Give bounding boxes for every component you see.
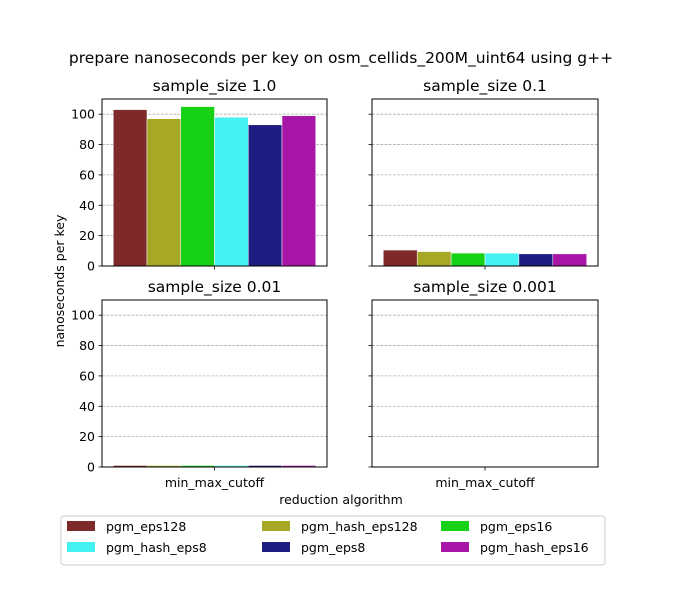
panel-3: 0 20 40 60 80 100 min_max_cutoff sample_size 0.… (71, 278, 328, 490)
chart-title: prepare nanoseconds per key on osm_celli… (69, 49, 613, 68)
bar-pgm_hash_eps16 (552, 253, 587, 267)
legend-label: pgm_eps8 (301, 540, 365, 555)
y-tick-label: 60 (79, 368, 95, 383)
x-axis-label: reduction algorithm (279, 492, 403, 507)
axes-frame (101, 299, 328, 468)
bar-pgm_eps16 (450, 252, 486, 267)
panel-title: sample_size 0.1 (423, 77, 547, 96)
bar-pgm_eps8 (518, 253, 554, 267)
bar-pgm_hash_eps128 (416, 251, 452, 267)
axes-frame (101, 98, 328, 267)
bar-pgm_hash_eps8 (484, 252, 520, 267)
legend-item-pgm_eps16: pgm_eps16 (441, 519, 552, 534)
bar-pgm_eps8 (248, 124, 283, 267)
panel-title: sample_size 0.001 (413, 278, 556, 297)
y-tick-label: 20 (79, 429, 95, 444)
bar-pgm_eps128 (383, 249, 418, 267)
bar-pgm_eps128 (113, 109, 148, 267)
y-tick-label: 60 (79, 167, 95, 182)
legend-label: pgm_hash_eps128 (301, 519, 418, 534)
legend-swatch (67, 521, 95, 531)
x-tick-label: min_max_cutoff (435, 475, 535, 490)
panel-title: sample_size 1.0 (153, 77, 277, 96)
panel-title: sample_size 0.01 (148, 278, 282, 297)
legend-label: pgm_eps128 (106, 519, 186, 534)
panel-1: 0 20 40 60 80 100 sample_size 1.0 (71, 77, 328, 274)
panel-4: min_max_cutoff sample_size 0.001 (368, 278, 599, 490)
y-axis-label: nanoseconds per key (52, 214, 67, 347)
bar-pgm_eps16 (180, 106, 215, 267)
legend-swatch (441, 542, 469, 552)
legend-swatch (262, 542, 290, 552)
bar-pgm_hash_eps128 (146, 118, 181, 267)
legend-swatch (67, 542, 95, 552)
legend-item-pgm_hash_eps16: pgm_hash_eps16 (441, 540, 589, 555)
legend-swatch (441, 521, 469, 531)
panels: 0 20 40 60 80 100 sample_size 1.0 sample_size 0… (71, 77, 599, 490)
axes-frame (371, 98, 599, 267)
legend-label: pgm_eps16 (480, 519, 552, 534)
legend-item-pgm_hash_eps128: pgm_hash_eps128 (262, 519, 418, 534)
legend-label: pgm_hash_eps8 (106, 540, 207, 555)
y-tick-label: 0 (87, 259, 95, 274)
bar-pgm_hash_eps8 (214, 116, 249, 267)
legend: pgm_eps128 pgm_hash_eps128 pgm_eps16 pgm_ha… (60, 515, 606, 566)
bar-pgm_hash_eps16 (281, 115, 316, 267)
legend-item-pgm_eps8: pgm_eps8 (262, 540, 365, 555)
x-tick-label: min_max_cutoff (165, 475, 265, 490)
legend-item-pgm_hash_eps8: pgm_hash_eps8 (67, 540, 207, 555)
panel-2: sample_size 0.1 (368, 77, 599, 270)
y-tick-label: 0 (87, 460, 95, 475)
legend-label: pgm_hash_eps16 (480, 540, 589, 555)
y-tick-label: 40 (79, 198, 95, 213)
axes-frame (371, 299, 599, 468)
y-tick-label: 100 (71, 308, 95, 323)
y-tick-label: 80 (79, 338, 95, 353)
y-tick-label: 20 (79, 228, 95, 243)
legend-item-pgm_eps128: pgm_eps128 (67, 519, 186, 534)
legend-swatch (262, 521, 290, 531)
y-tick-label: 40 (79, 399, 95, 414)
y-tick-label: 80 (79, 137, 95, 152)
y-tick-label: 100 (71, 107, 95, 122)
